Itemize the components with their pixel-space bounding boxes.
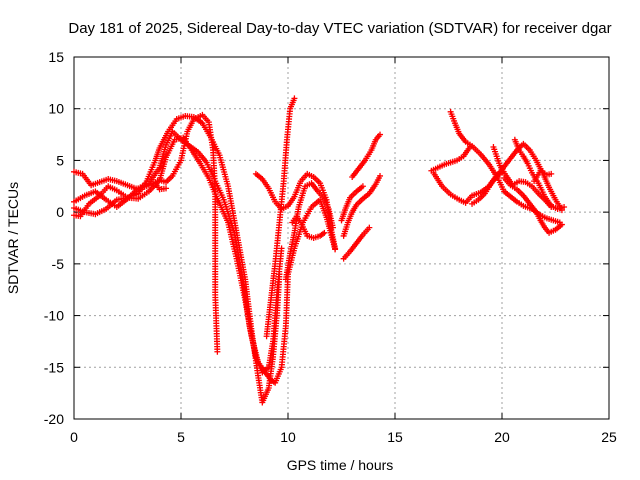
- chart-title: Day 181 of 2025, Sidereal Day-to-day VTE…: [68, 20, 611, 37]
- y-tick-label: -20: [44, 411, 64, 427]
- series-track-10: [340, 224, 373, 262]
- series-track-4: [71, 134, 339, 386]
- x-tick-label: 15: [387, 429, 403, 445]
- data-point: [321, 229, 328, 236]
- series-track-21: [531, 167, 555, 185]
- data-point: [558, 221, 565, 228]
- y-tick-label: -10: [44, 308, 64, 324]
- grid-lines: [74, 57, 609, 419]
- series-track-5: [152, 180, 170, 193]
- series-track-7: [263, 95, 298, 340]
- series-track-9: [289, 213, 328, 241]
- x-tick-label: 20: [494, 429, 510, 445]
- data-point: [561, 203, 568, 210]
- y-tick-label: 15: [48, 49, 64, 65]
- plot-frame: [73, 56, 610, 420]
- y-tick-label: -15: [44, 359, 64, 375]
- data-marks: [71, 95, 568, 406]
- series-track-19: [490, 143, 555, 210]
- series-track-8: [282, 180, 336, 283]
- y-tick-label: 5: [56, 152, 64, 168]
- axis-ticks: [73, 56, 610, 420]
- x-axis-label: GPS time / hours: [287, 457, 394, 473]
- series-track-14: [428, 143, 473, 174]
- y-tick-labels: -20 -15 -10 -5 0 5 10 15: [44, 49, 64, 427]
- data-point: [332, 245, 339, 252]
- x-tick-label: 25: [601, 429, 617, 445]
- x-tick-label: 10: [280, 429, 296, 445]
- series-track-11: [340, 172, 384, 239]
- y-axis-label: SDTVAR / TECUs: [5, 182, 21, 294]
- data-point: [359, 183, 366, 190]
- y-tick-label: 0: [56, 204, 64, 220]
- data-point: [548, 170, 555, 177]
- data-point: [377, 131, 384, 138]
- data-point: [377, 172, 384, 179]
- y-tick-label: 10: [48, 101, 64, 117]
- data-point: [291, 95, 298, 102]
- series-track-13: [349, 131, 384, 180]
- data-point: [214, 348, 221, 355]
- data-point: [329, 224, 336, 231]
- x-tick-labels: 0 5 10 15 20 25: [70, 429, 617, 445]
- series-track-2: [71, 112, 283, 406]
- x-tick-label: 5: [177, 429, 185, 445]
- series-track-1: [71, 111, 221, 355]
- x-tick-label: 0: [70, 429, 78, 445]
- data-point: [163, 185, 170, 192]
- series-track-12: [338, 183, 366, 224]
- y-tick-label: -5: [52, 256, 65, 272]
- data-point: [366, 224, 373, 231]
